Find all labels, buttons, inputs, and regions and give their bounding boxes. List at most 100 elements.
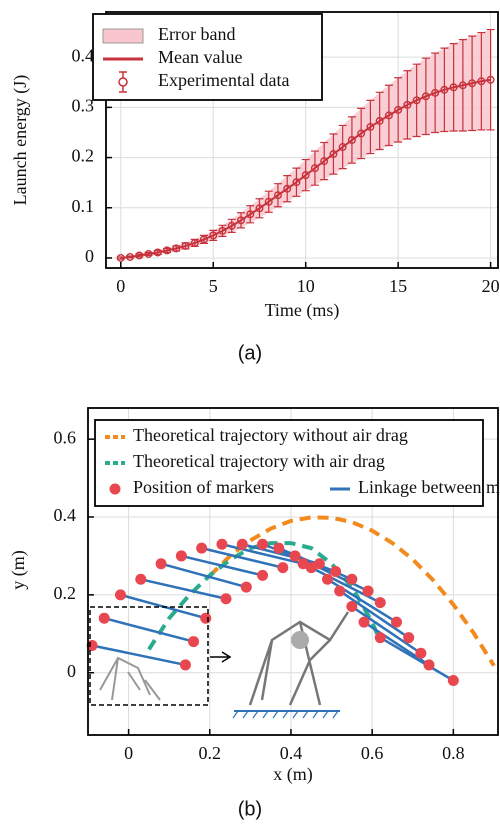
data-point	[468, 79, 477, 88]
data-point	[292, 178, 301, 187]
plot-frame	[87, 407, 499, 736]
trajectory	[208, 515, 496, 667]
arrow	[210, 651, 232, 663]
marker-point	[236, 538, 248, 550]
legend-label: Mean value	[158, 47, 242, 67]
data-point	[394, 105, 403, 114]
marker-point	[188, 636, 200, 648]
error-bar	[301, 158, 310, 192]
data-point	[477, 77, 486, 86]
data-point	[218, 226, 227, 235]
marker-point	[179, 659, 191, 671]
x-tick-label: 0.2	[199, 743, 222, 763]
robot-sketch	[99, 656, 161, 701]
data-point	[338, 143, 347, 152]
marker-point	[391, 616, 403, 628]
robot-photo	[248, 611, 350, 706]
marker-point	[114, 589, 126, 601]
legend-label: Experimental data	[158, 70, 289, 90]
data-point	[172, 244, 181, 253]
marker-point	[277, 562, 289, 574]
data-point	[144, 249, 153, 258]
ground-hatch	[232, 710, 339, 719]
legend-box	[94, 419, 484, 507]
data-point	[375, 116, 384, 125]
error-bar	[357, 107, 366, 160]
caption: (b)	[238, 798, 262, 820]
robot-body	[291, 631, 309, 649]
x-tick-label: 0.8	[442, 743, 465, 763]
data-point	[209, 231, 218, 240]
error-bar	[384, 84, 393, 147]
marker-point	[447, 675, 459, 686]
x-tick-label: 0	[116, 276, 125, 296]
chart: 0 5 10 15 20 0 0.1 0.2 0.3 0.4 Time (ms) Launch ene…	[10, 11, 500, 364]
x-tick-label: 0.4	[280, 743, 303, 763]
linkage	[103, 617, 194, 643]
error-bar	[310, 150, 319, 186]
error-bar	[468, 35, 477, 132]
data-point	[283, 184, 292, 193]
linkage	[310, 566, 381, 604]
data-point	[449, 83, 458, 92]
marker-point	[175, 550, 187, 562]
legend-swatch	[102, 28, 144, 44]
y-axis-label: Launch energy (J)	[10, 75, 31, 206]
linkage	[379, 636, 454, 682]
data-point	[190, 238, 199, 247]
data-point	[440, 85, 449, 94]
marker-point	[289, 550, 301, 562]
marker-point	[374, 597, 386, 609]
error-bar	[449, 43, 458, 132]
error-bar	[394, 77, 403, 143]
data-point	[384, 111, 393, 120]
marker-point	[330, 566, 342, 577]
error-bar	[440, 47, 449, 133]
x-tick-label: 0	[124, 743, 133, 763]
data-point	[273, 191, 282, 200]
linkage	[351, 605, 422, 655]
y-tick-label: 0.1	[72, 196, 95, 216]
data-point	[320, 157, 329, 166]
legend-label: Theoretical trajectory without air drag	[133, 425, 408, 445]
marker-point	[216, 538, 228, 550]
x-tick-label: 15	[389, 276, 407, 296]
marker-point	[98, 612, 110, 624]
x-tick-label: 5	[209, 276, 218, 296]
marker-point	[374, 632, 386, 644]
marker-point	[362, 585, 374, 597]
error-bar	[246, 205, 255, 224]
error-bar	[227, 218, 236, 233]
linkage	[201, 546, 284, 569]
error-bar	[347, 116, 356, 164]
marker-point	[346, 573, 358, 585]
data-point	[199, 235, 208, 244]
marker-point	[155, 558, 167, 570]
marker-point	[220, 593, 232, 605]
data-point	[163, 246, 172, 255]
data-point	[116, 253, 125, 262]
data-point	[135, 251, 144, 260]
marker-point	[240, 581, 252, 593]
marker-point	[257, 569, 269, 581]
data-point	[301, 171, 310, 180]
data-point	[181, 241, 190, 250]
y-tick-label: 0	[85, 246, 94, 266]
legend-label: Error band	[158, 24, 235, 44]
legend-label: Theoretical trajectory with air drag	[133, 451, 385, 471]
marker-point	[135, 573, 147, 585]
y-tick-label: 0.4	[72, 45, 95, 65]
data-point	[458, 81, 467, 90]
data-point	[246, 210, 255, 219]
marker-point	[305, 562, 317, 574]
error-bar	[403, 70, 412, 140]
linkage	[160, 562, 247, 589]
y-tick-label: 0	[67, 661, 76, 681]
marker-point	[322, 573, 334, 585]
data-point	[126, 252, 135, 261]
plot-frame	[105, 11, 499, 269]
data-point	[329, 150, 338, 159]
error-bar	[292, 167, 301, 197]
legend-swatch	[118, 77, 128, 87]
y-tick-label: 0.2	[72, 146, 95, 166]
